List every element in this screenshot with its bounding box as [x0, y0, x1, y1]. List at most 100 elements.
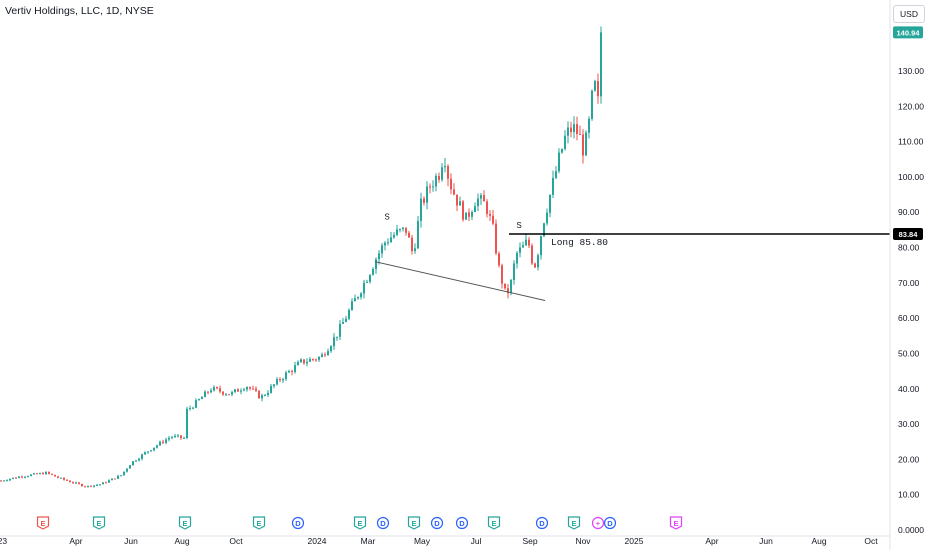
chart-title: Vertiv Holdings, LLC, 1D, NYSE [5, 5, 154, 17]
candle [417, 215, 419, 249]
candle-body [345, 318, 347, 322]
drawings-layer[interactable]: Long 85.80 S S [374, 212, 890, 301]
candle-body [63, 477, 65, 480]
candle-body [12, 477, 14, 479]
candle [441, 163, 443, 182]
candle-body [207, 391, 209, 393]
dividend-icon[interactable]: D [455, 516, 469, 530]
candle [411, 234, 413, 255]
earnings-icon[interactable]: E [487, 516, 501, 530]
candle-body [462, 201, 464, 220]
candle-body [252, 388, 254, 390]
candle-body [360, 293, 362, 298]
candle-body [534, 263, 536, 268]
earnings-icon[interactable]: E [407, 516, 421, 530]
candle-body [222, 391, 224, 395]
candle-body [234, 389, 236, 393]
price-axis[interactable]: 0.0000 10.00 20.00 30.00 40.00 50.00 60.00 70.0… [889, 0, 924, 550]
dividend-icon[interactable]: D [535, 516, 549, 530]
time-axis[interactable]: 023 Apr Jun Aug Oct 2024 Mar May Jul Sep Nov 2025 Ap… [0, 535, 890, 546]
price-tick-label: 20.00 [898, 454, 920, 464]
candle-body [471, 212, 473, 217]
badge-letter: E [182, 519, 187, 528]
split-icon[interactable]: + [591, 516, 605, 530]
time-tick-label: Oct [864, 536, 878, 546]
candle [372, 267, 374, 276]
candle [168, 435, 170, 442]
neckline-trendline[interactable] [374, 261, 546, 301]
earnings-icon[interactable]: E [92, 516, 106, 530]
events-layer[interactable]: E E E E D E D E D D E D E + D E [36, 516, 683, 530]
candle [78, 481, 80, 485]
level-price-tag-bg [893, 227, 923, 240]
badge-shape [407, 516, 421, 530]
candle-body [306, 361, 308, 364]
dividend-icon[interactable]: D [603, 516, 617, 530]
candle-body [144, 452, 146, 455]
earnings-icon[interactable]: E [353, 516, 367, 530]
time-tick-label: Apr [69, 536, 82, 546]
candle-body [516, 252, 518, 264]
candle [243, 387, 245, 392]
price-tick-label: 90.00 [898, 207, 920, 217]
candle-body [453, 189, 455, 195]
candle-body [129, 465, 131, 469]
candle-body [198, 399, 200, 401]
level-price-tag[interactable]: 83.84 [893, 227, 923, 240]
candle [555, 166, 557, 180]
currency-button[interactable]: USD [893, 5, 925, 23]
candle-body [99, 484, 101, 486]
candle [552, 170, 554, 198]
candle-body [393, 234, 395, 238]
last-price-tag[interactable]: 140.94 [893, 26, 923, 39]
time-tick-label: Jun [124, 536, 138, 546]
earnings-icon[interactable]: E [178, 516, 192, 530]
earnings-icon[interactable]: E [252, 516, 266, 530]
candle [156, 444, 158, 449]
earnings-icon[interactable]: E [36, 516, 50, 530]
time-tick-label: Sep [522, 536, 537, 546]
dividend-icon[interactable]: D [430, 516, 444, 530]
earnings-icon[interactable]: E [567, 516, 581, 530]
badge-letter: E [571, 519, 576, 528]
candle [0, 479, 2, 482]
candle-body [423, 198, 425, 203]
candle [57, 475, 59, 479]
dividend-icon[interactable]: D [291, 516, 305, 530]
badge-letter: D [607, 519, 613, 528]
candle [489, 209, 491, 222]
candle [183, 436, 185, 439]
candle-body [411, 237, 413, 252]
candle [396, 224, 398, 237]
candle-body [339, 323, 341, 337]
candle [189, 405, 191, 411]
candle-body [336, 336, 338, 338]
candle [102, 482, 104, 485]
candle [111, 478, 113, 481]
earnings-icon[interactable]: E [669, 516, 683, 530]
candle [237, 388, 239, 392]
candle [546, 208, 548, 226]
candle [363, 279, 365, 299]
candle [204, 390, 206, 398]
candle [33, 472, 35, 475]
candle-body [600, 32, 602, 97]
candle-body [192, 407, 194, 409]
candle [483, 190, 485, 202]
candle-body [543, 223, 545, 237]
candle-body [147, 451, 149, 453]
candle-body [405, 227, 407, 233]
dividend-icon[interactable]: D [376, 516, 390, 530]
candle [120, 475, 122, 477]
candle-body [570, 127, 572, 133]
candle-body [33, 473, 35, 475]
candle-body [288, 371, 290, 373]
candle [225, 393, 227, 397]
candle [261, 393, 263, 402]
candle [597, 73, 599, 104]
candle [222, 391, 224, 396]
candle [531, 243, 533, 265]
badge-letter: D [380, 519, 386, 528]
candle [6, 479, 8, 482]
